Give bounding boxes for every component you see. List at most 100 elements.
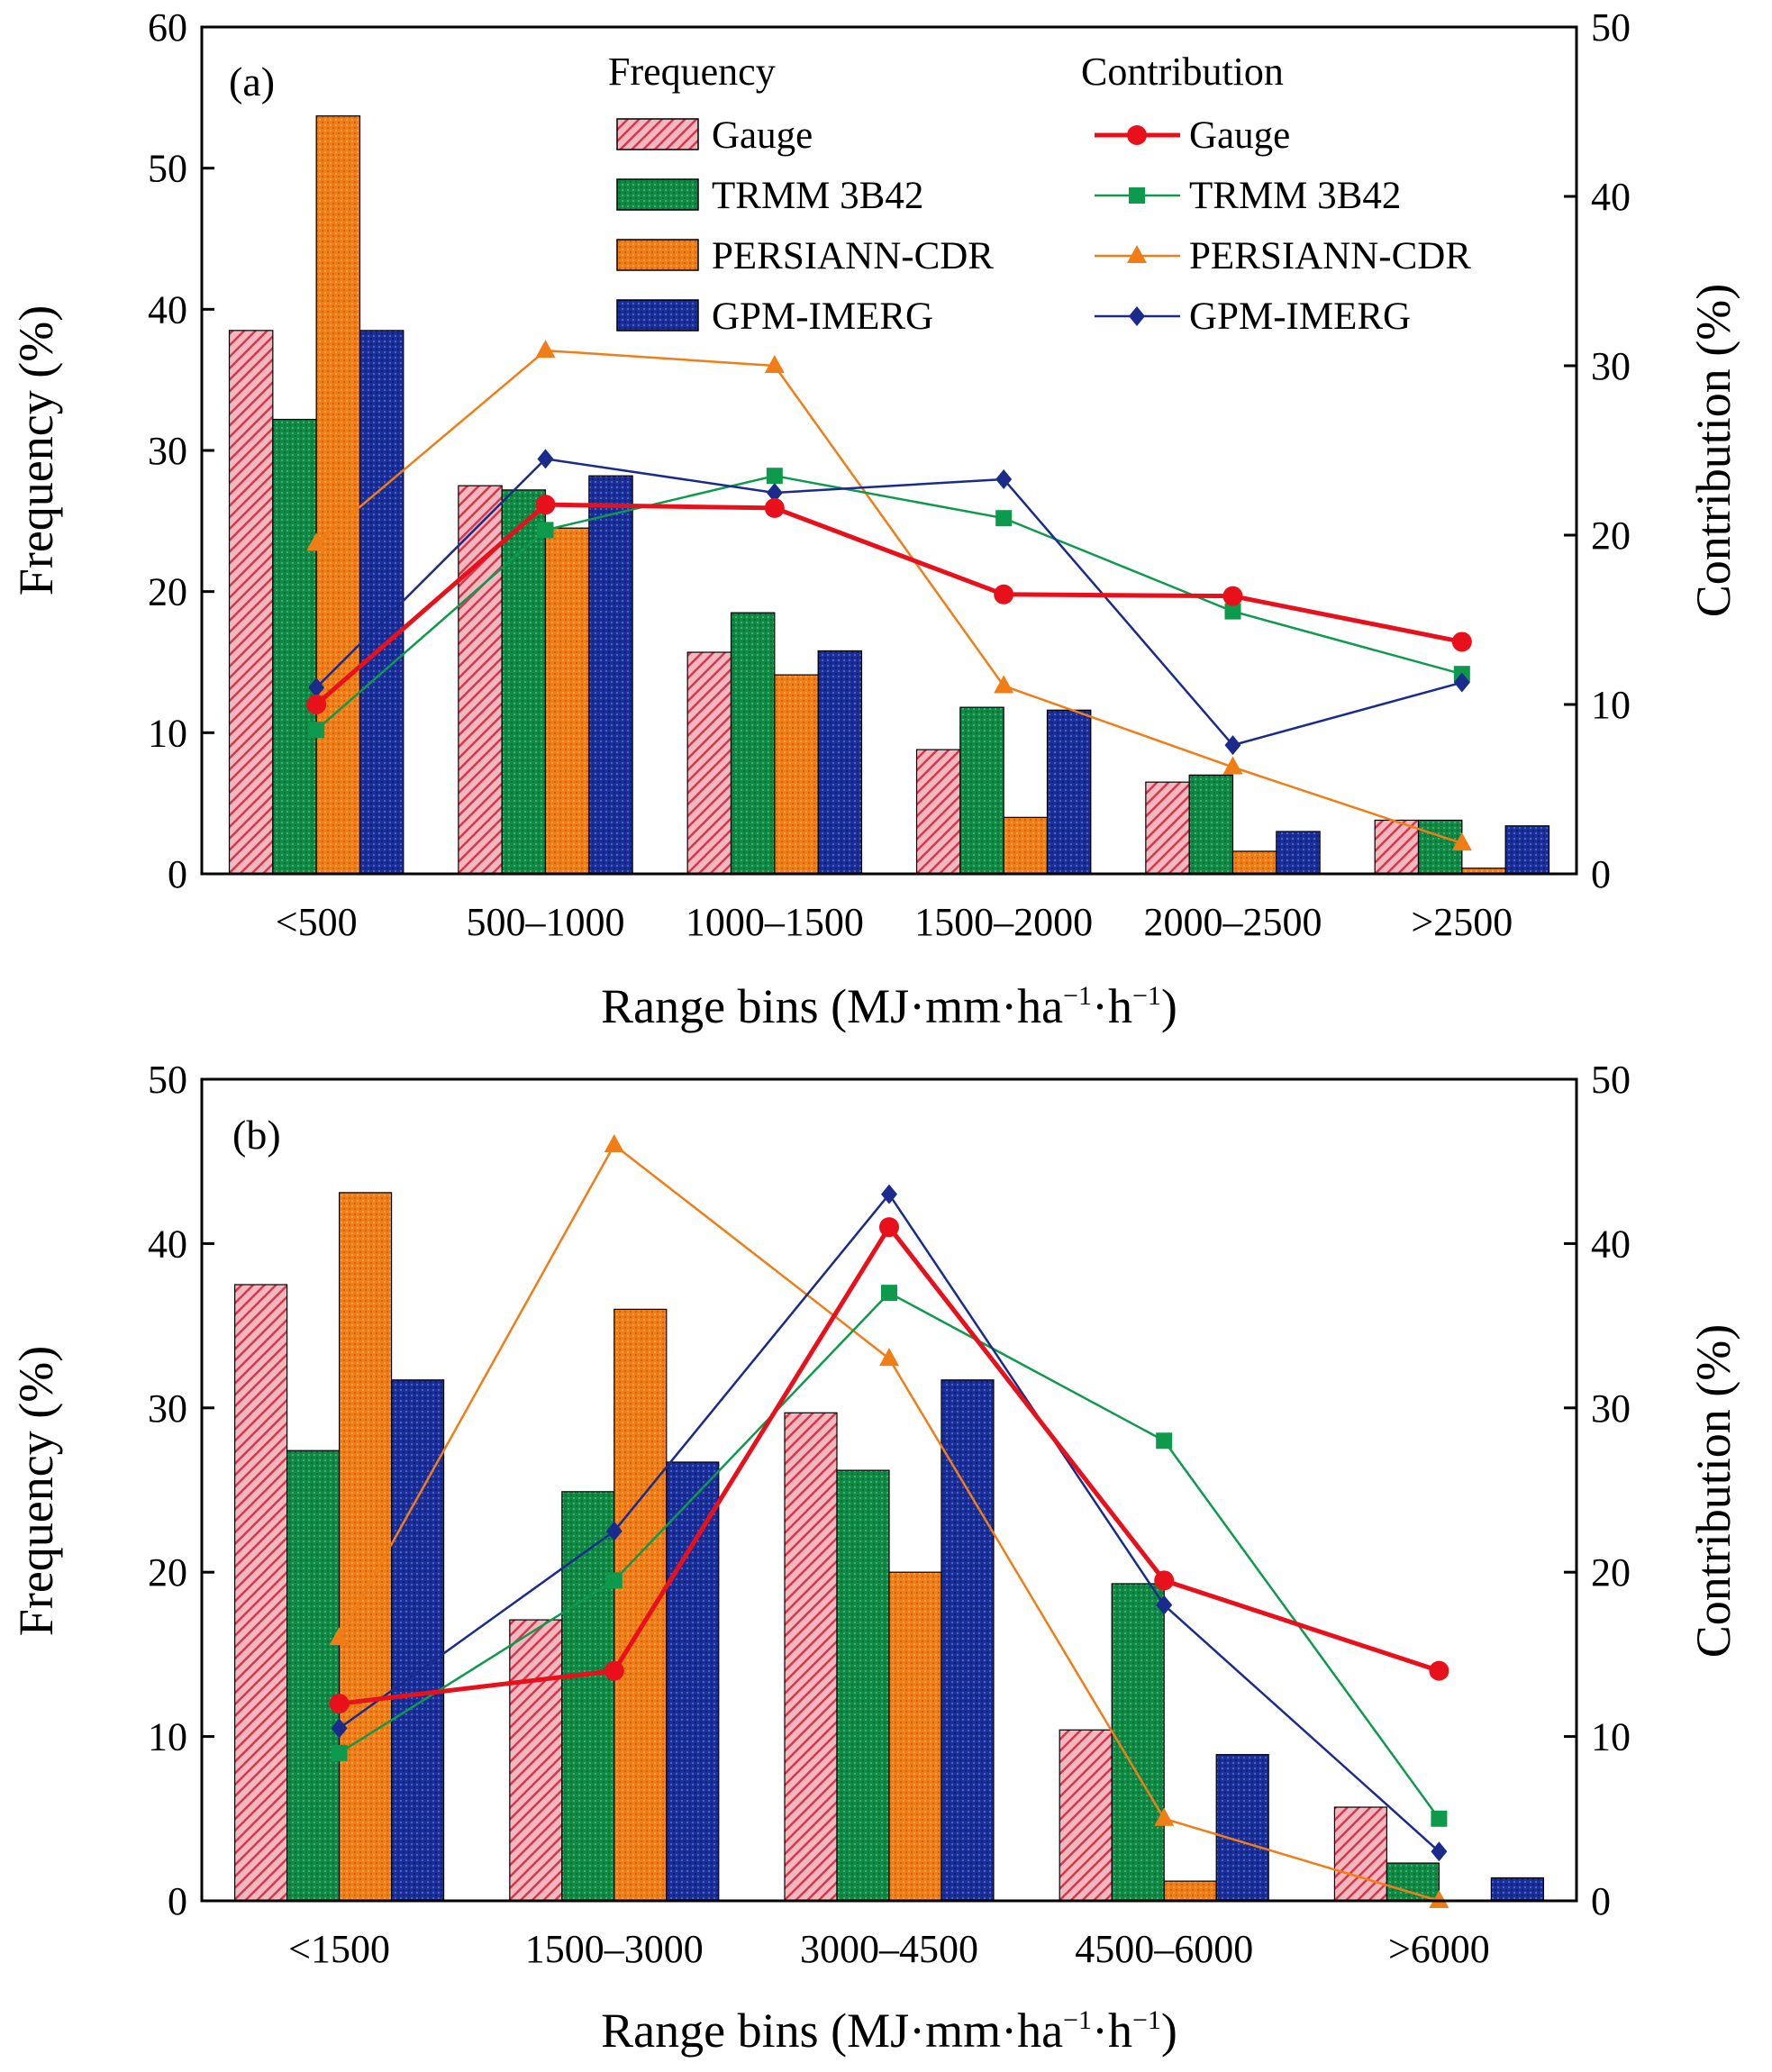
panel-b-left-tick-label: 50: [148, 1058, 187, 1102]
panel-a-bar-gpm-imerg-4: [1276, 831, 1321, 875]
panel-b-x-tick-label: >6000: [1388, 1927, 1490, 1971]
panel-b-bar-gauge-3: [1059, 1729, 1113, 1902]
panel-a-point-trmm-3b42-0: [308, 722, 325, 739]
panel-b-left-tick-label: 10: [148, 1715, 187, 1759]
panel-a-ylabel-left: Frequency (%): [9, 305, 63, 595]
panel-b-left-tick-label: 20: [148, 1550, 187, 1595]
panel-a-left-tick-label: 40: [148, 287, 187, 332]
panel-a-bar-persiann-cdr-0: [315, 115, 361, 875]
panel-a-right-tick-label: 0: [1591, 852, 1611, 896]
legend-marker-trmm-3b42: [1129, 187, 1145, 204]
panel-a-point-persiann-cdr-5: [1451, 832, 1472, 851]
panel-a-bar-gpm-imerg-1: [588, 475, 633, 875]
panel-a-bar-trmm-3b42-3: [959, 706, 1004, 875]
panel-b-bar-gpm-imerg-0: [390, 1379, 445, 1902]
panel-b-ylabel-right: Contribution (%): [1686, 1324, 1740, 1658]
panel-a-bar-gauge-0: [228, 330, 274, 875]
legend-swatch-trmm-3b42: [616, 178, 699, 211]
legend-frequency-title: Frequency: [608, 50, 776, 94]
panel-a-point-trmm-3b42-2: [766, 468, 783, 485]
panel-b-right-tick-label: 10: [1591, 1715, 1631, 1759]
panel-b-bar-gauge-0: [234, 1284, 288, 1902]
panel-b-bar-trmm-3b42-1: [561, 1491, 615, 1902]
panel-b-point-trmm-3b42-2: [881, 1285, 897, 1302]
panel-b: (b) 0 10 20 30 40 50 0 10 20 30 40 50 <1500 1500–30…: [9, 1058, 1740, 2058]
panel-b-right-tick-label: 50: [1591, 1058, 1631, 1102]
panel-b-bar-gpm-imerg-2: [941, 1379, 995, 1902]
panel-b-left-tick-label: 0: [168, 1879, 187, 1923]
panel-a-point-gauge-1: [535, 495, 556, 515]
panel-a-right-tick-label: 50: [1591, 5, 1631, 50]
panel-a-x-tick-label: 500–1000: [467, 900, 625, 944]
panel-a-left-tick-label: 10: [148, 711, 187, 755]
panel-a-point-gpm-imerg-4: [1224, 735, 1241, 756]
panel-a-point-gpm-imerg-2: [766, 483, 783, 503]
panel-b-plot-frame: [200, 1077, 1578, 1903]
panel-b-point-persiann-cdr-3: [1154, 1807, 1175, 1826]
panel-b-x-tick-label: <1500: [288, 1927, 390, 1971]
panel-a-x-tick-label: >2500: [1411, 900, 1513, 944]
panel-a-bar-trmm-3b42-1: [501, 489, 547, 875]
legend-marker-gauge: [1127, 125, 1147, 145]
panel-a-line-trmm-3b42: [315, 474, 1463, 732]
panel-b-x-tick-label: 3000–4500: [800, 1927, 978, 1971]
panel-b-right-tick-label: 20: [1591, 1550, 1631, 1595]
panel-a-point-persiann-cdr-2: [764, 355, 785, 373]
panel-b-point-trmm-3b42-1: [605, 1572, 622, 1589]
legend-frequency-label-persiann-cdr: PERSIANN-CDR: [712, 235, 994, 277]
panel-a-bar-trmm-3b42-0: [272, 418, 317, 875]
panel-a-bar-gauge-1: [458, 485, 503, 875]
panel-a-ylabel-right: Contribution (%): [1686, 284, 1740, 617]
panel-a-bar-trmm-3b42-2: [730, 612, 776, 875]
panel-b-label: (b): [232, 1112, 281, 1158]
legend-swatch-persiann-cdr: [616, 239, 699, 271]
legend: Frequency Contribution Gauge Gauge TRMM 3B…: [608, 50, 1471, 338]
panel-a-left-tick-label: 20: [148, 570, 187, 614]
panel-b-bar-trmm-3b42-0: [286, 1449, 341, 1902]
panel-b-point-gauge-2: [879, 1217, 899, 1238]
panel-a: (a) 0 10 20 30 40 50 60 0 10 20 30 40 50 <500 500–10…: [9, 5, 1740, 1033]
panel-a-plot-frame: [200, 25, 1578, 876]
panel-b-bar-trmm-3b42-2: [836, 1469, 890, 1902]
panel-b-bar-gauge-1: [509, 1619, 563, 1902]
panel-a-x-tick-label: 1500–2000: [914, 900, 1093, 944]
panel-b-point-persiann-cdr-4: [1429, 1890, 1449, 1908]
panel-a-xlabel: Range bins (MJ·mm·ha−1·h−1): [601, 979, 1177, 1033]
panel-a-label: (a): [229, 59, 275, 105]
panel-a-point-gpm-imerg-1: [537, 449, 554, 469]
panel-a-bar-gauge-4: [1145, 781, 1190, 875]
panel-a-right-tick-label: 10: [1591, 683, 1631, 727]
panel-b-point-trmm-3b42-0: [331, 1744, 348, 1761]
panel-a-bar-gauge-3: [915, 749, 961, 875]
panel-b-point-gauge-3: [1154, 1570, 1175, 1591]
panel-b-bar-persiann-cdr-1: [613, 1308, 668, 1902]
panel-a-x-tick-label: 1000–1500: [686, 900, 864, 944]
panel-a-point-gauge-3: [994, 584, 1014, 604]
panel-b-x-tick-label: 1500–3000: [525, 1927, 704, 1971]
panel-b-bar-gauge-2: [784, 1412, 838, 1902]
panel-a-right-tick-label: 40: [1591, 175, 1631, 219]
panel-b-ylabel-left: Frequency (%): [9, 1346, 63, 1636]
panel-b-point-trmm-3b42-4: [1431, 1810, 1448, 1827]
panel-a-bar-persiann-cdr-3: [1003, 816, 1049, 875]
legend-frequency-label-gauge: Gauge: [712, 114, 813, 157]
legend-contribution-label-gauge: Gauge: [1189, 114, 1290, 157]
panel-a-left-tick-label: 0: [168, 852, 187, 896]
legend-contribution-label-trmm-3b42: TRMM 3B42: [1189, 175, 1401, 217]
legend-marker-persiann-cdr: [1127, 245, 1147, 263]
panel-a-bar-gpm-imerg-5: [1504, 825, 1550, 875]
panel-a-bar-gauge-5: [1374, 819, 1420, 875]
panel-a-right-tick-label: 30: [1591, 344, 1631, 388]
panel-b-point-persiann-cdr-2: [879, 1348, 899, 1367]
legend-contribution-label-gpm-imerg: GPM-IMERG: [1189, 295, 1411, 338]
panel-b-x-tick-label: 4500–6000: [1075, 1927, 1253, 1971]
panel-b-bar-gauge-4: [1333, 1806, 1388, 1902]
legend-marker-gpm-imerg: [1129, 306, 1145, 326]
panel-b-point-gauge-1: [604, 1660, 624, 1681]
legend-swatch-gauge: [616, 118, 699, 150]
legend-frequency-label-trmm-3b42: TRMM 3B42: [712, 175, 923, 217]
panel-b-bar-trmm-3b42-4: [1386, 1862, 1440, 1902]
legend-frequency-label-gpm-imerg: GPM-IMERG: [712, 295, 933, 338]
panel-a-bar-persiann-cdr-2: [774, 674, 819, 875]
panel-a-x-tick-label: 2000–2500: [1144, 900, 1322, 944]
